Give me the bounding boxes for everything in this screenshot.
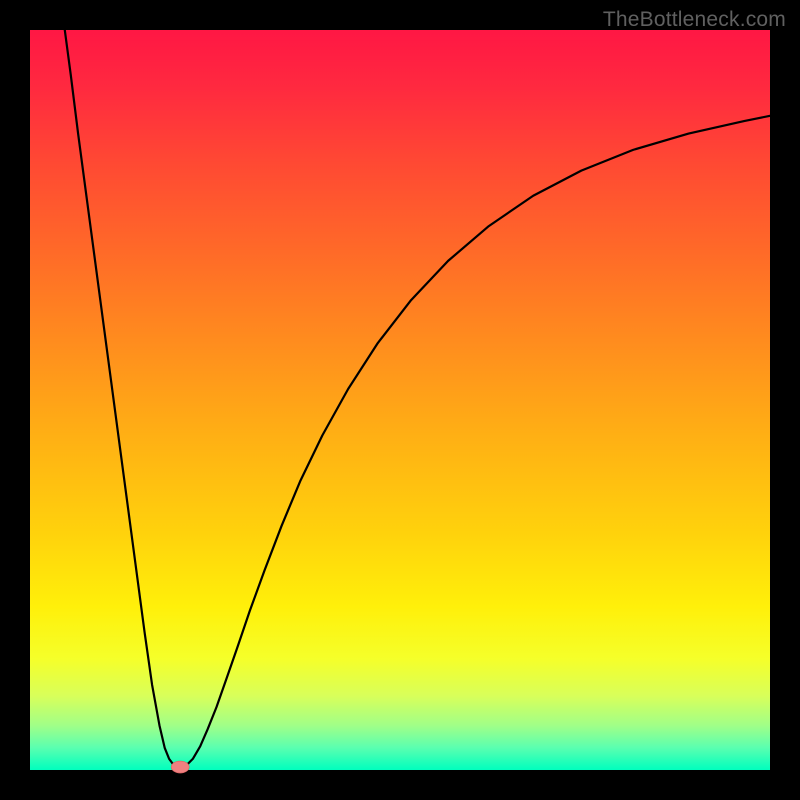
watermark-text: TheBottleneck.com <box>603 8 786 32</box>
bottleneck-chart: TheBottleneck.com <box>0 0 800 800</box>
chart-svg <box>0 0 800 800</box>
